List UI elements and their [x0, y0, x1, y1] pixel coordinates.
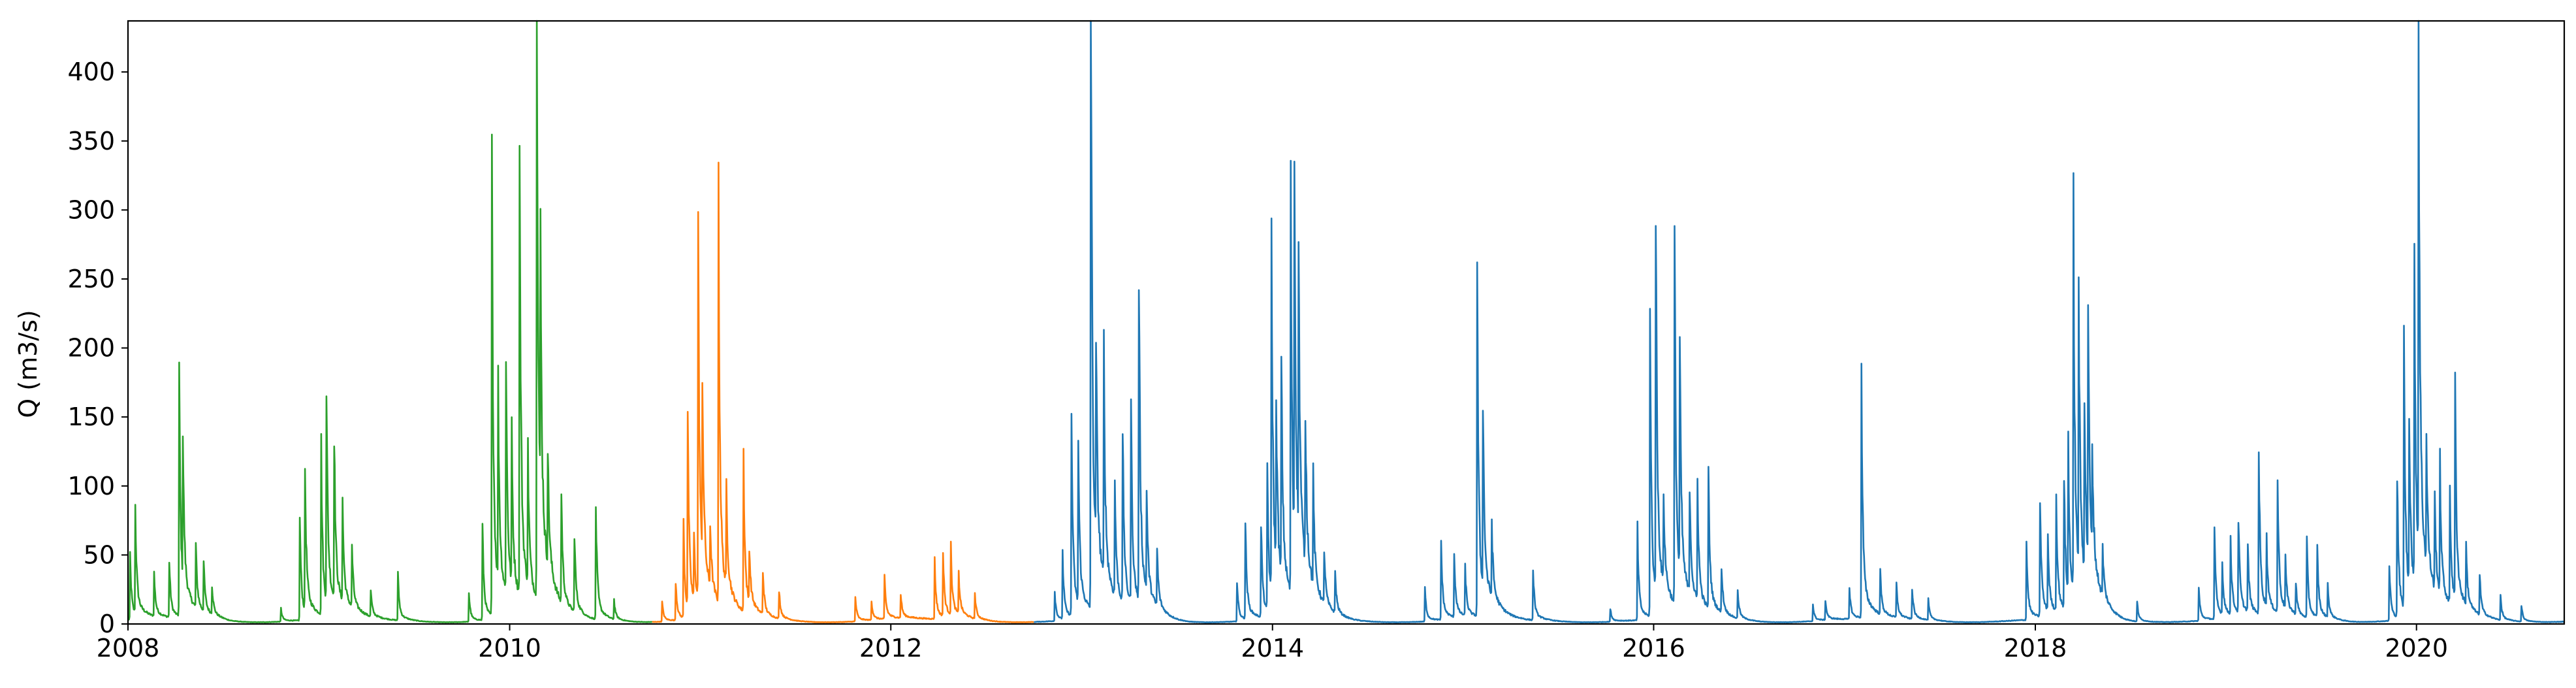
series-line-1 — [127, 20, 653, 623]
x-tick-label: 2010 — [478, 634, 541, 663]
series-layer — [127, 20, 2565, 623]
x-tick-label: 2008 — [97, 634, 160, 663]
axes-layer: 0 50 100 150 200 250 300 350 400 2008 2010 2012 2014… — [67, 20, 2566, 663]
y-tick-label: 400 — [67, 57, 115, 86]
plot-frame — [127, 20, 2566, 625]
x-tick-label: 2012 — [859, 634, 923, 663]
series-line-3 — [1033, 20, 2565, 623]
y-tick-label: 250 — [67, 265, 115, 293]
series-line-2 — [652, 161, 1035, 623]
x-tick-label: 2016 — [1622, 634, 1685, 663]
y-tick-label: 50 — [84, 540, 115, 569]
x-tick-label: 2020 — [2385, 634, 2448, 663]
y-tick-label: 300 — [67, 195, 115, 224]
y-tick-label: 200 — [67, 334, 115, 363]
x-tick-label: 2014 — [1241, 634, 1304, 663]
y-tick-label: 0 — [99, 610, 115, 638]
y-tick-label: 150 — [67, 402, 115, 431]
y-tick-label: 350 — [67, 127, 115, 156]
x-tick-label: 2018 — [2004, 634, 2067, 663]
y-axis-label: Q (m3/s) — [14, 310, 42, 418]
y-tick-label: 100 — [67, 472, 115, 500]
